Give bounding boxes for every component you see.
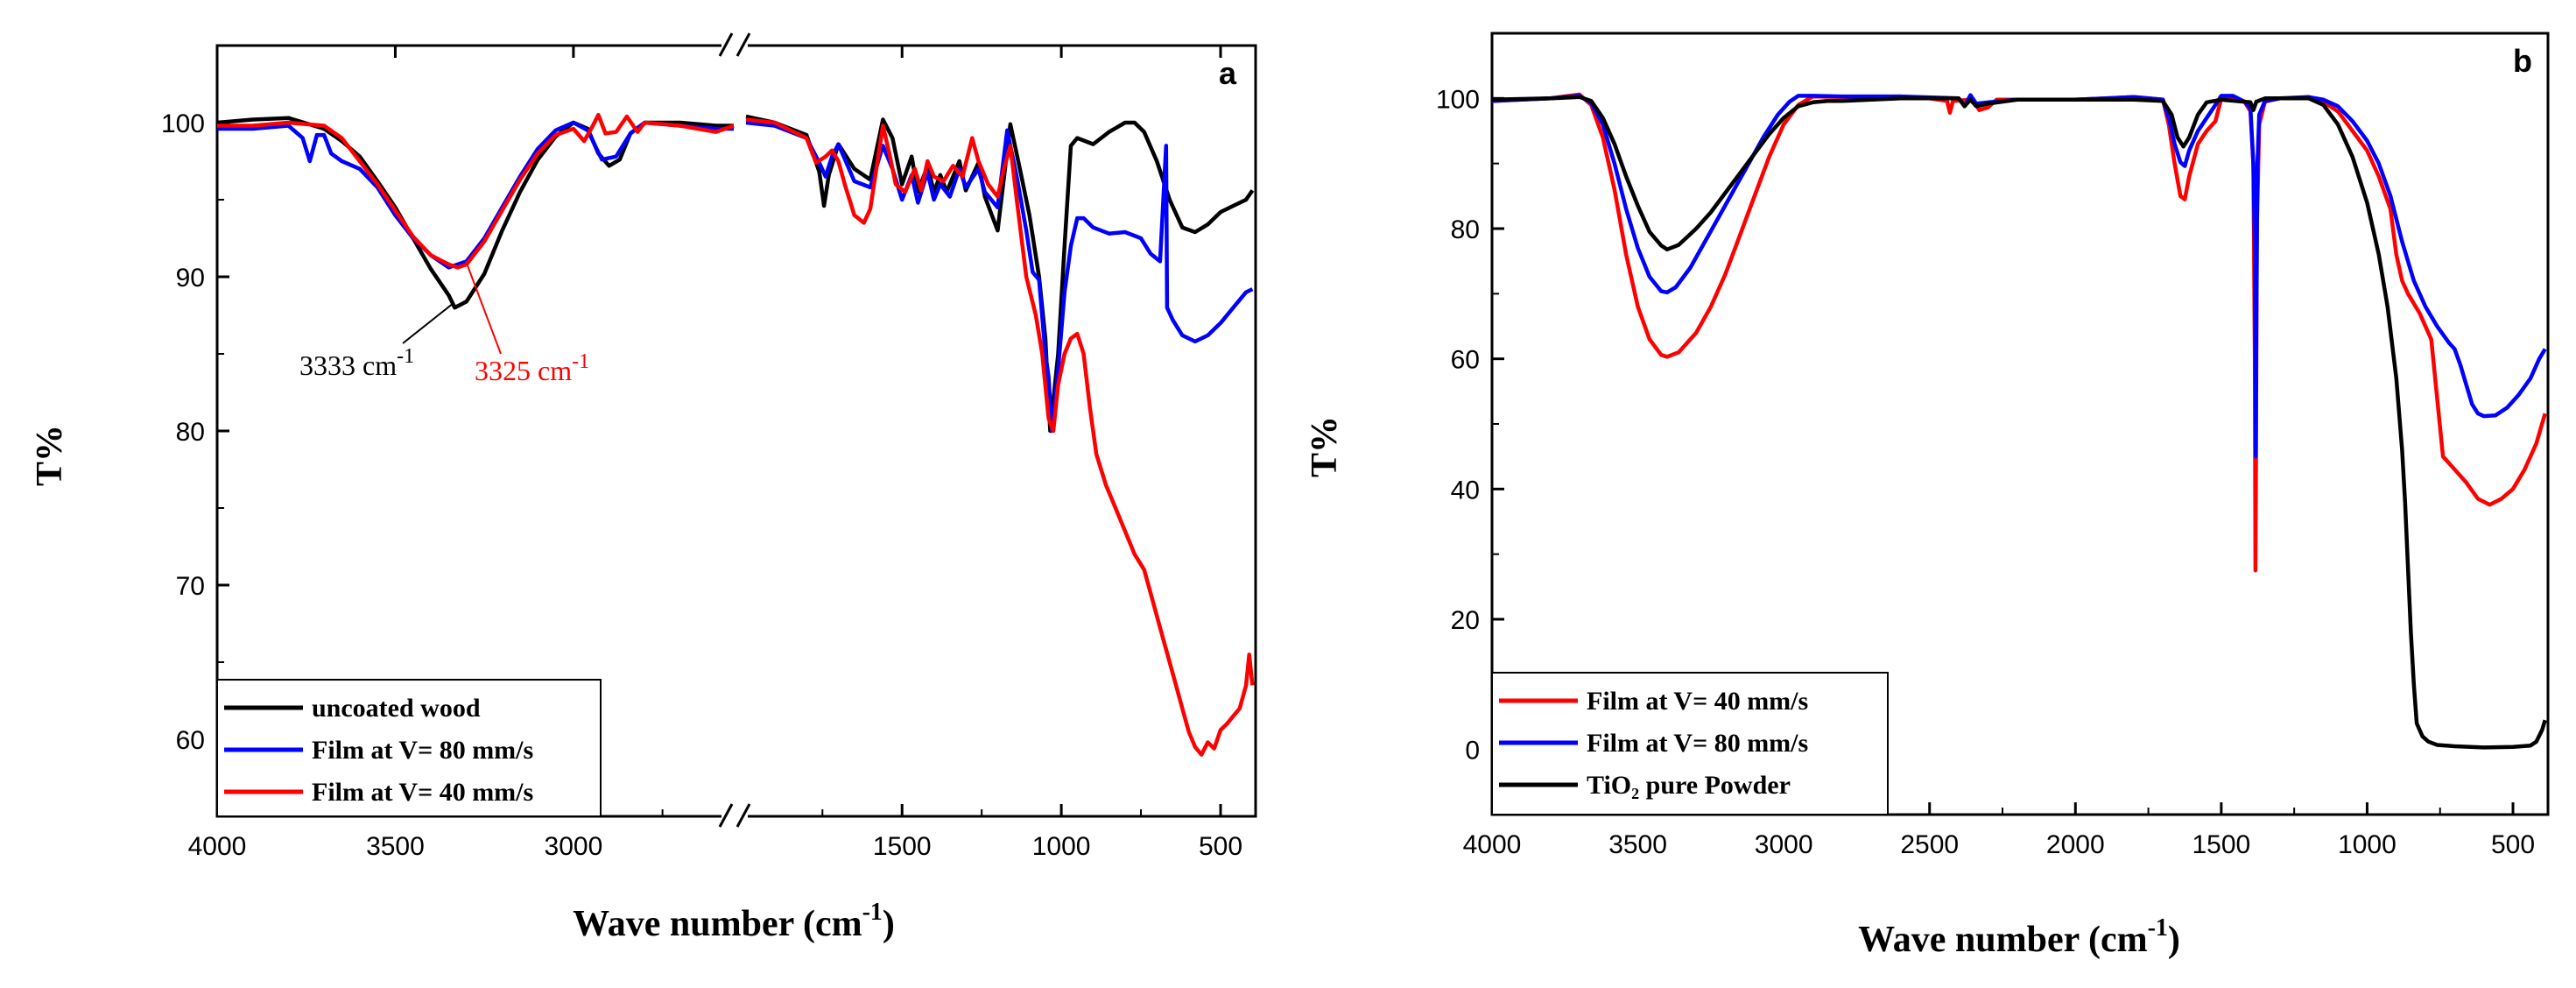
annotation-3333-text: 3333 cm-1 xyxy=(299,345,414,381)
panel-label-a: a xyxy=(1219,55,1237,91)
y-tick-label-a: 90 xyxy=(176,264,205,293)
axes-b: 0 20 40 60 80 100 4000 3500 3000 2500 2000 1500 1000… xyxy=(1436,32,2535,859)
x-tick-label-b: 1000 xyxy=(2338,830,2397,859)
series-line-b-tio-pure-powder xyxy=(1491,95,2547,750)
legend-b: Film at V= 40 mm/s Film at V= 80 mm/s Ti… xyxy=(1491,672,1889,815)
series-line-a-uncoated-wood-seg2 xyxy=(745,114,1255,434)
x-tick-label-b: 500 xyxy=(2491,830,2535,859)
series-line-a-film-at-v-80-mm-s-seg1 xyxy=(217,120,734,270)
y-tick-label-a: 80 xyxy=(176,418,205,447)
y-tick-label-b: 40 xyxy=(1451,476,1480,505)
y-tick-label-b: 80 xyxy=(1451,215,1480,244)
annotation-3333: 3333 cm-1 xyxy=(299,302,454,381)
annotation-3325-text: 3325 cm-1 xyxy=(475,350,589,386)
legend-entry-tio2-b: TiO₂ pure Powder xyxy=(1499,771,1791,800)
series-line-a-uncoated-wood-seg1 xyxy=(216,116,734,310)
x-tick-label-b: 4000 xyxy=(1463,830,1522,859)
x-axis-label-b: Wave number (cm-1) xyxy=(1858,914,2180,960)
svg-text:Film at V= 40 mm/s: Film at V= 40 mm/s xyxy=(1587,687,1808,716)
x-tick-label-b: 2500 xyxy=(1900,830,1959,859)
x-axis-label-a: Wave number (cm-1) xyxy=(573,899,895,944)
axis-break-marks xyxy=(718,32,751,828)
y-tick-label-b: 20 xyxy=(1451,606,1480,635)
series-line-a-film-at-v-80-mm-s-seg2 xyxy=(745,120,1254,434)
x-tick-label-b: 1500 xyxy=(2192,830,2250,859)
x-tick-label-a: 1000 xyxy=(1032,832,1091,861)
svg-text:Film at V= 80 mm/s: Film at V= 80 mm/s xyxy=(1587,729,1808,758)
x-tick-label-a: 4000 xyxy=(188,832,247,861)
x-tick-label-b: 3500 xyxy=(1608,830,1667,859)
x-tick-label-b: 2000 xyxy=(2046,830,2105,859)
x-tick-label-a: 500 xyxy=(1199,832,1242,861)
y-tick-label-b: 0 xyxy=(1465,737,1480,766)
y-axis-label-a: T% xyxy=(30,425,70,486)
panel-label-b: b xyxy=(2513,43,2532,79)
legend-entry-film-80-b: Film at V= 80 mm/s xyxy=(1499,729,1808,758)
series-group-a xyxy=(216,112,1255,757)
y-tick-label-a: 70 xyxy=(176,572,205,601)
legend-entry-film-80: Film at V= 80 mm/s xyxy=(224,736,533,765)
x-tick-label-a: 3500 xyxy=(366,832,425,861)
series-line-a-film-at-v-40-mm-s-seg2 xyxy=(745,117,1255,757)
legend-a: uncoated wood Film at V= 80 mm/s Film at… xyxy=(216,679,602,817)
svg-text:Film at V= 40 mm/s: Film at V= 40 mm/s xyxy=(312,778,533,807)
legend-entry-uncoated-wood: uncoated wood xyxy=(224,694,481,723)
series-line-b-film-at-v-40-mm-s xyxy=(1491,92,2547,573)
y-tick-label-a: 60 xyxy=(176,726,205,755)
y-tick-label-b: 100 xyxy=(1436,85,1480,114)
svg-text:Film at V= 80 mm/s: Film at V= 80 mm/s xyxy=(312,736,533,765)
legend-entry-film-40-b: Film at V= 40 mm/s xyxy=(1499,687,1808,716)
legend-entry-film-40: Film at V= 40 mm/s xyxy=(224,778,533,807)
y-axis-label-b: T% xyxy=(1305,416,1345,477)
y-tick-label-b: 60 xyxy=(1451,346,1480,375)
annotation-3325: 3325 cm-1 xyxy=(465,260,589,386)
svg-text:TiO₂ pure Powder: TiO₂ pure Powder xyxy=(1587,771,1791,800)
axes-a: 60 70 80 90 100 4000 3500 3000 1500 1000 500 xyxy=(161,45,1242,861)
series-line-b-film-at-v-80-mm-s xyxy=(1491,93,2547,459)
series-group-b xyxy=(1491,92,2547,750)
svg-text:uncoated wood: uncoated wood xyxy=(312,694,481,723)
chart-panel-b: 0 20 40 60 80 100 4000 3500 3000 2500 2000 1500 1000… xyxy=(1305,32,2550,960)
x-tick-label-b: 3000 xyxy=(1755,830,1813,859)
x-tick-label-a: 3000 xyxy=(545,832,603,861)
series-line-a-film-at-v-40-mm-s-seg1 xyxy=(217,112,735,270)
y-tick-label-a: 100 xyxy=(161,109,205,138)
x-tick-label-a: 1500 xyxy=(873,832,932,861)
